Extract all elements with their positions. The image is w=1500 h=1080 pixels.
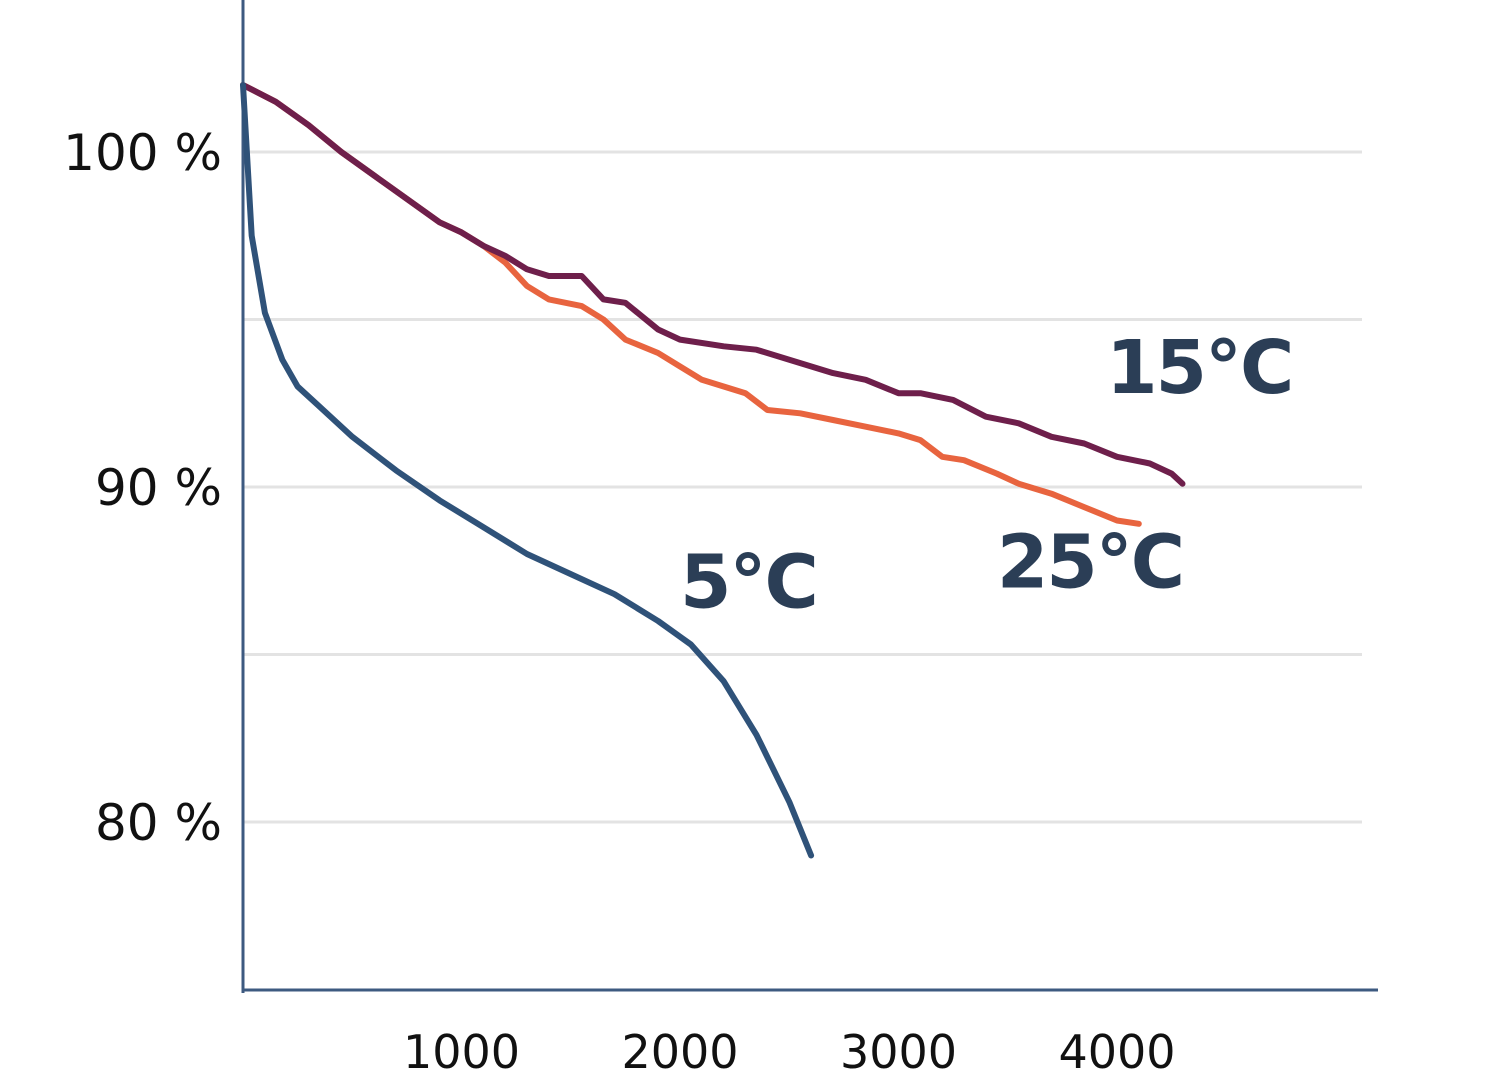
series-line-15c — [240, 82, 1186, 487]
x-tick-label: 2000 — [621, 1025, 738, 1079]
x-tick-label: 3000 — [840, 1025, 957, 1079]
x-tick-label: 1000 — [403, 1025, 520, 1079]
x-tick-label: 4000 — [1058, 1025, 1175, 1079]
x-tick-labels: 1000 2000 3000 4000 — [403, 1025, 1176, 1079]
grid-layer — [243, 150, 1362, 824]
y-tick-labels: 100 % 90 % 80 % — [63, 124, 222, 852]
y-tick-label: 90 % — [95, 459, 222, 517]
series-labels: 15°C 25°C 5°C — [680, 325, 1294, 626]
series-lines — [240, 82, 1186, 859]
y-tick-label: 100 % — [63, 124, 222, 182]
series-label-15c: 15°C — [1106, 325, 1292, 411]
axes-layer — [241, 0, 1378, 993]
y-tick-label: 80 % — [95, 794, 222, 852]
series-label-25c: 25°C — [997, 520, 1183, 606]
series-label-5c: 5°C — [680, 540, 817, 626]
series-line-5c — [240, 82, 815, 859]
